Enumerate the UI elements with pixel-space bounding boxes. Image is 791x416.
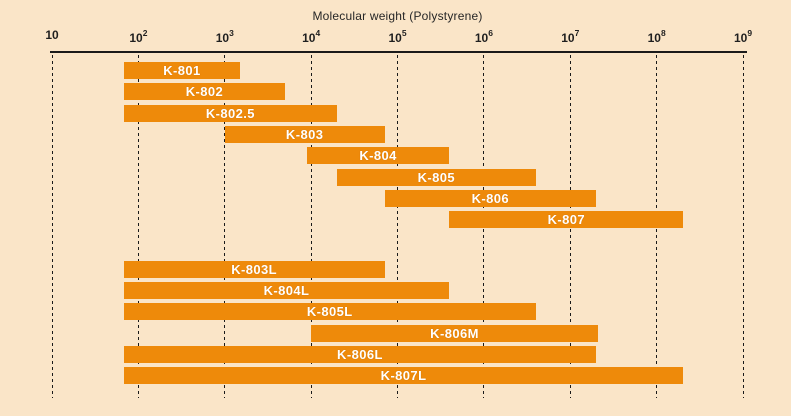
x-tick-label-10e1: 10 bbox=[45, 28, 59, 42]
bar-k-806: K-806 bbox=[384, 190, 597, 208]
bar-k-801: K-801 bbox=[123, 62, 241, 79]
x-tick-label-10e7: 107 bbox=[561, 28, 580, 45]
bar-k-802-5: K-802.5 bbox=[123, 104, 338, 122]
bar-k-803: K-803 bbox=[224, 126, 385, 144]
bar-k-807: K-807 bbox=[449, 211, 684, 229]
bar-label: K-807L bbox=[380, 368, 427, 384]
x-tick-exponent: 9 bbox=[747, 28, 753, 38]
bar-k-806m: K-806M bbox=[311, 324, 598, 342]
bar-k-805: K-805 bbox=[337, 168, 536, 186]
bar-label: K-803 bbox=[285, 127, 324, 143]
bar-label: K-803L bbox=[231, 261, 277, 277]
bar-label: K-805 bbox=[417, 169, 456, 185]
x-tick-label-10e8: 108 bbox=[647, 28, 666, 45]
bar-label: K-807 bbox=[547, 212, 586, 228]
bar-label: K-802 bbox=[185, 84, 224, 100]
x-axis-tick-labels: 10 102 103 104 105 106 107 108 109 bbox=[45, 28, 752, 48]
bar-label: K-804 bbox=[359, 148, 397, 164]
x-tick-label-10e4: 104 bbox=[302, 28, 321, 45]
bar-label: K-806 bbox=[471, 191, 510, 207]
gridline-10e9 bbox=[742, 55, 744, 398]
x-tick-label-10e9: 109 bbox=[733, 28, 753, 45]
x-tick-label-10e3: 103 bbox=[215, 28, 234, 45]
bar-label: K-805L bbox=[306, 304, 353, 320]
x-tick-exponent: 8 bbox=[660, 28, 666, 38]
gridline-10e4 bbox=[310, 55, 312, 398]
gridline-10e2 bbox=[137, 55, 139, 398]
bar-k-805l: K-805L bbox=[123, 303, 536, 321]
bar-k-804l: K-804L bbox=[123, 282, 450, 300]
x-axis-line bbox=[50, 51, 747, 53]
bar-k-804: K-804 bbox=[306, 147, 450, 165]
bar-label: K-801 bbox=[163, 63, 201, 78]
bar-label: K-806M bbox=[430, 325, 479, 341]
x-tick-label-10e6: 106 bbox=[474, 28, 493, 45]
plot-area: K-801 K-802 K-802.5 K-803 K-804 K-805 K-806 K-8… bbox=[51, 0, 744, 416]
x-tick-label-10e2: 102 bbox=[129, 28, 148, 45]
bar-k-807l: K-807L bbox=[123, 367, 684, 385]
x-tick-exponent: 4 bbox=[315, 28, 321, 38]
chart-title: Molecular weight (Polystyrene) bbox=[312, 9, 483, 23]
x-tick-exponent: 3 bbox=[229, 28, 234, 38]
x-tick-exponent: 5 bbox=[401, 28, 407, 38]
gridline-10e5 bbox=[397, 55, 398, 398]
bar-label: K-804L bbox=[263, 283, 310, 299]
x-tick-label-10e5: 105 bbox=[388, 28, 407, 45]
bar-label: K-802.5 bbox=[205, 105, 255, 121]
bar-k-802: K-802 bbox=[123, 83, 286, 101]
x-tick-exponent: 6 bbox=[488, 28, 493, 38]
x-tick-exponent: 2 bbox=[142, 28, 148, 38]
bar-label: K-806L bbox=[337, 347, 383, 363]
x-tick-exponent: 7 bbox=[574, 28, 580, 38]
gridline-10e1 bbox=[51, 55, 53, 398]
gridline-10e3 bbox=[224, 55, 226, 398]
bar-k-803l: K-803L bbox=[123, 260, 385, 278]
bar-k-806l: K-806L bbox=[123, 346, 597, 364]
